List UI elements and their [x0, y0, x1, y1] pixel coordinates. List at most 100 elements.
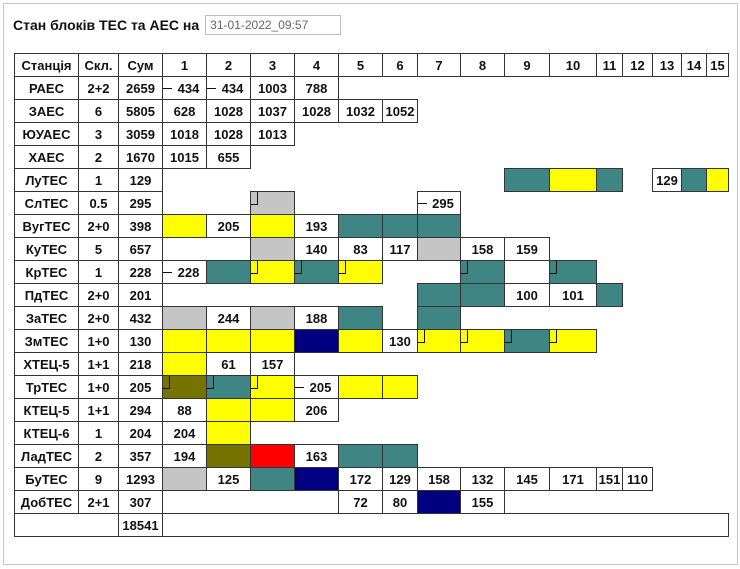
station-name: ЗмТЕС [14, 329, 79, 353]
station-config: 2+2 [78, 76, 119, 100]
station-sum: 228 [118, 260, 163, 284]
unit-cell: 206 [294, 398, 339, 422]
unit-cell [250, 237, 295, 261]
station-sum: 218 [118, 352, 163, 376]
unit-cell: 194 [162, 444, 207, 468]
unit-cell [250, 329, 295, 353]
unit-cell [338, 329, 383, 353]
station-sum: 357 [118, 444, 163, 468]
title-bar: Стан блоків ТЕС та АЕС на [13, 13, 342, 37]
unit-cell [162, 329, 207, 353]
station-sum: 294 [118, 398, 163, 422]
unit-marker-icon [505, 330, 512, 343]
station-sum: 1670 [118, 145, 163, 169]
unit-cell: 159 [504, 237, 550, 261]
unit-cell: 145 [504, 467, 550, 491]
unit-cell: 434 [206, 76, 251, 100]
station-sum: 204 [118, 421, 163, 445]
station-config: 9 [78, 467, 119, 491]
unit-marker-icon [550, 330, 557, 343]
unit-cell [382, 444, 418, 468]
unit-cell: 88 [162, 398, 207, 422]
unit-dash-icon [163, 88, 172, 89]
station-sum: 398 [118, 214, 163, 238]
station-sum: 130 [118, 329, 163, 353]
column-header: 15 [706, 53, 729, 77]
unit-cell: 204 [162, 421, 207, 445]
unit-cell [250, 306, 295, 330]
unit-cell [250, 375, 295, 399]
unit-cell: 171 [549, 467, 597, 491]
station-config: 1+0 [78, 375, 119, 399]
unit-cell: 1028 [206, 122, 251, 146]
unit-cell [338, 375, 383, 399]
unit-cell: 1052 [382, 99, 418, 123]
unit-cell [504, 329, 550, 353]
unit-cell [206, 421, 251, 445]
unit-cell: 130 [382, 329, 418, 353]
unit-cell: 72 [338, 490, 383, 514]
unit-cell [338, 306, 383, 330]
station-name: РАЕС [14, 76, 79, 100]
unit-cell: 1032 [338, 99, 383, 123]
unit-dash-icon [418, 203, 427, 204]
station-name: КуТЕС [14, 237, 79, 261]
total-spacer [14, 513, 119, 537]
unit-cell: 193 [294, 214, 339, 238]
unit-cell [294, 329, 339, 353]
station-name: БуТЕС [14, 467, 79, 491]
station-name: ЛадТЕС [14, 444, 79, 468]
unit-cell: 129 [382, 467, 418, 491]
unit-cell: 158 [460, 237, 505, 261]
unit-cell [162, 467, 207, 491]
station-name: КрТЕС [14, 260, 79, 284]
column-header: 8 [460, 53, 505, 77]
unit-cell: 155 [460, 490, 505, 514]
column-header: 11 [596, 53, 623, 77]
unit-cell: 1013 [250, 122, 295, 146]
column-header: 6 [382, 53, 418, 77]
unit-marker-icon [339, 261, 346, 274]
unit-cell [596, 283, 623, 307]
unit-marker-icon [163, 376, 170, 389]
unit-marker-icon [251, 261, 258, 274]
column-header: Скл. [78, 53, 119, 77]
unit-cell: 1015 [162, 145, 207, 169]
station-config: 6 [78, 99, 119, 123]
unit-cell: 151 [596, 467, 623, 491]
unit-cell: 83 [338, 237, 383, 261]
unit-cell: 61 [206, 352, 251, 376]
unit-marker-icon [461, 261, 468, 274]
unit-cell [206, 375, 251, 399]
unit-cell [549, 260, 597, 284]
station-config: 1 [78, 168, 119, 192]
column-header: Сум [118, 53, 163, 77]
datetime-input[interactable] [205, 15, 342, 35]
unit-cell [250, 467, 295, 491]
page-title: Стан блоків ТЕС та АЕС на [13, 17, 200, 33]
unit-cell: 172 [338, 467, 383, 491]
unit-cell: 157 [250, 352, 295, 376]
station-name: ТрТЕС [14, 375, 79, 399]
unit-marker-icon [418, 330, 425, 343]
unit-cell [250, 398, 295, 422]
unit-cell [338, 214, 383, 238]
station-config: 1 [78, 421, 119, 445]
station-name: ДобТЕС [14, 490, 79, 514]
unit-cell: 140 [294, 237, 339, 261]
unit-cell [417, 306, 461, 330]
station-name: ПдТЕС [14, 283, 79, 307]
column-header: 13 [652, 53, 682, 77]
unit-marker-icon [251, 192, 258, 205]
station-sum: 2659 [118, 76, 163, 100]
column-header: 10 [549, 53, 597, 77]
unit-cell [250, 191, 295, 215]
unit-cell [294, 467, 339, 491]
unit-cell [681, 168, 707, 192]
unit-marker-icon [461, 330, 468, 343]
unit-cell [162, 214, 207, 238]
station-name: ЗАЕС [14, 99, 79, 123]
unit-marker-icon [550, 261, 557, 274]
station-sum: 5805 [118, 99, 163, 123]
column-header: 7 [417, 53, 461, 77]
